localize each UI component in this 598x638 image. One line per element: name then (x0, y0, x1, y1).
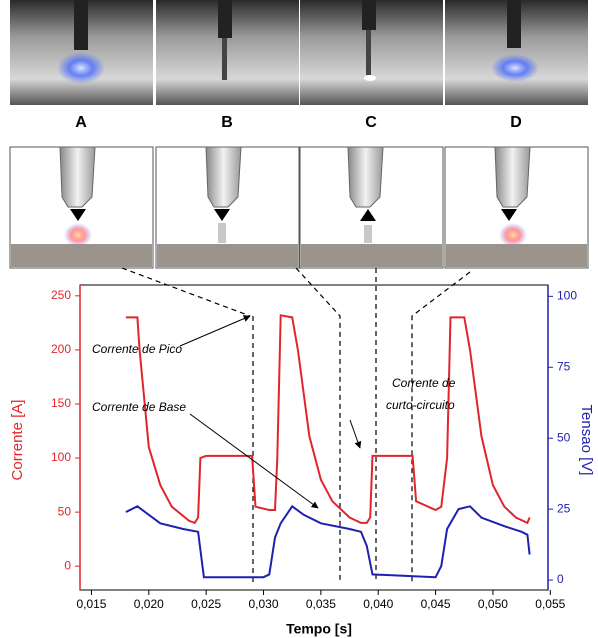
x-tick-label: 0,055 (535, 597, 565, 611)
x-tick-label: 0,040 (363, 597, 393, 611)
diagrams (10, 147, 588, 268)
y2-axis-label: Tensao [V] (578, 405, 595, 476)
y-tick-label: 200 (51, 342, 71, 356)
annotation: Corrente de Base (92, 400, 186, 414)
plot-frame (80, 285, 548, 590)
y2-tick-label: 50 (557, 430, 571, 444)
x-tick-label: 0,025 (191, 597, 221, 611)
x-tick-label: 0,015 (76, 597, 106, 611)
arrow (350, 420, 360, 448)
panel-label: D (510, 114, 522, 131)
x-axis-label: Tempo [s] (286, 621, 352, 637)
plot: 0,015 0,020 0,025 0,030 0,035 0,040 0,045 0,050… (51, 285, 577, 611)
series-line (126, 315, 530, 523)
y2-tick-label: 0 (557, 572, 564, 586)
annotation: curto-circuito (386, 398, 455, 412)
y-tick-label: 250 (51, 288, 71, 302)
annotation: Corrente de Pico (92, 342, 182, 356)
y-tick-label: 50 (58, 504, 72, 518)
panel-labels: A B C D (75, 114, 522, 131)
y2-tick-label: 100 (557, 289, 577, 303)
y2-tick-label: 75 (557, 359, 571, 373)
figure: A B C D 0,0150,0200,0250,0300,0350,0400,… (0, 0, 598, 638)
x-tick-label: 0,035 (306, 597, 336, 611)
y-tick-label: 100 (51, 450, 71, 464)
annotation: Corrente de (392, 376, 456, 390)
guide-lines (122, 268, 470, 583)
y2-tick-label: 25 (557, 501, 571, 515)
photos (10, 0, 588, 105)
panel-label: C (365, 114, 377, 131)
y-axis-label: Corrente [A] (9, 400, 26, 481)
panel-label: A (75, 114, 87, 131)
y-tick-label: 0 (64, 558, 71, 572)
annotations: Corrente de Pico Corrente de Base Corren… (92, 316, 456, 508)
y-tick-label: 150 (51, 396, 71, 410)
x-tick-label: 0,020 (134, 597, 164, 611)
x-tick-label: 0,045 (421, 597, 451, 611)
panel-label: B (221, 114, 233, 131)
x-tick-label: 0,030 (249, 597, 279, 611)
arrow (180, 316, 250, 346)
series-line (126, 506, 530, 577)
x-tick-label: 0,050 (478, 597, 508, 611)
